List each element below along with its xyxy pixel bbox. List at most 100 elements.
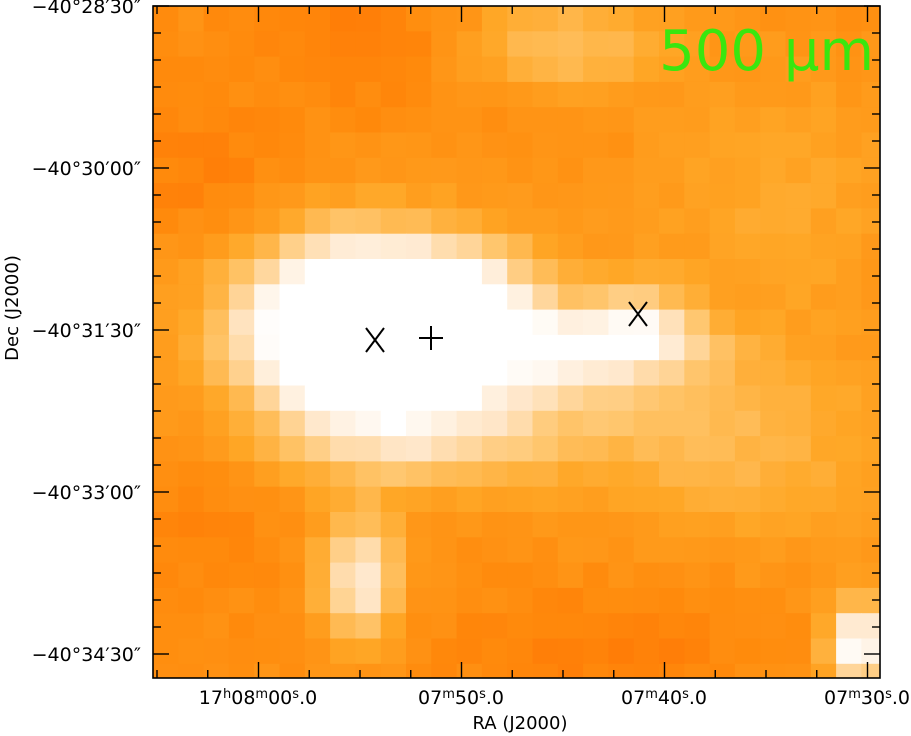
map-pixel	[659, 663, 685, 678]
map-pixel	[861, 562, 880, 589]
map-pixel	[557, 6, 584, 32]
map-pixel	[178, 436, 205, 462]
map-pixel	[228, 81, 255, 108]
map-pixel	[659, 436, 685, 462]
map-pixel	[583, 208, 609, 235]
map-pixel	[507, 107, 534, 134]
map-pixel	[532, 461, 559, 488]
map-pixel	[254, 638, 281, 665]
map-pixel	[760, 410, 787, 437]
map-pixel	[532, 208, 559, 235]
map-pixel	[481, 309, 508, 336]
map-pixel	[709, 183, 736, 209]
map-pixel	[153, 309, 179, 336]
map-pixel	[633, 31, 660, 58]
map-pixel	[583, 461, 609, 488]
map-pixel	[254, 233, 281, 260]
map-pixel	[355, 613, 382, 640]
map-pixel	[406, 486, 432, 513]
map-pixel	[279, 486, 306, 513]
map-pixel	[810, 436, 837, 462]
map-pixel	[861, 587, 880, 614]
map-pixel	[254, 183, 281, 209]
map-pixel	[557, 461, 584, 488]
map-pixel	[659, 613, 685, 640]
map-pixel	[228, 663, 255, 678]
map-pixel	[709, 31, 736, 58]
map-pixel	[481, 461, 508, 488]
map-pixel	[380, 157, 407, 184]
map-pixel	[228, 284, 255, 311]
map-pixel	[861, 512, 880, 538]
map-pixel	[760, 537, 787, 564]
map-pixel	[810, 6, 837, 32]
map-pixel	[228, 183, 255, 209]
ra-tick-label: 07m40s.0	[621, 687, 707, 709]
map-pixel	[785, 132, 812, 159]
map-pixel	[507, 284, 534, 311]
map-pixel	[810, 107, 837, 134]
map-pixel	[228, 334, 255, 361]
map-pixel	[734, 360, 761, 387]
map-pixel	[608, 309, 635, 336]
map-pixel	[608, 107, 635, 134]
map-pixel	[734, 107, 761, 134]
map-pixel	[178, 309, 205, 336]
map-pixel	[861, 208, 880, 235]
map-pixel	[785, 6, 812, 32]
map-pixel	[760, 587, 787, 614]
map-pixel	[861, 284, 880, 311]
map-pixel	[279, 284, 306, 311]
ra-tick-label: 17h08m00s.0	[199, 687, 317, 709]
map-pixel	[406, 157, 432, 184]
map-pixel	[583, 613, 609, 640]
map-pixel	[810, 259, 837, 285]
map-pixel	[254, 512, 281, 538]
map-pixel	[684, 183, 711, 209]
map-pixel	[355, 81, 382, 108]
map-pixel	[633, 56, 660, 83]
map-pixel	[304, 284, 331, 311]
map-pixel	[481, 360, 508, 387]
map-pixel	[153, 81, 179, 108]
dec-tick-labels: −40°28′30″ −40°30′00″ −40°31′30″ −40°33′00″…	[32, 0, 141, 666]
map-pixel	[355, 132, 382, 159]
map-pixel	[178, 56, 205, 83]
map-pixel	[330, 284, 356, 311]
map-pixel	[406, 385, 432, 412]
map-pixel	[456, 360, 483, 387]
map-pixel	[279, 562, 306, 589]
map-pixel	[608, 613, 635, 640]
map-pixel	[785, 183, 812, 209]
map-pixel	[153, 537, 179, 564]
map-pixel	[734, 6, 761, 32]
dec-tick-label: −40°30′00″	[32, 158, 141, 180]
map-pixel	[355, 436, 382, 462]
map-pixel	[785, 638, 812, 665]
map-pixel	[734, 259, 761, 285]
map-pixel	[355, 107, 382, 134]
map-pixel	[203, 208, 230, 235]
map-pixel	[406, 208, 432, 235]
map-pixel	[583, 284, 609, 311]
map-pixel	[406, 410, 432, 437]
map-pixel	[456, 486, 483, 513]
map-pixel	[330, 587, 356, 614]
map-pixel	[608, 385, 635, 412]
map-pixel	[608, 157, 635, 184]
map-pixel	[203, 56, 230, 83]
map-pixel	[355, 183, 382, 209]
map-pixel	[684, 512, 711, 538]
map-pixel	[836, 461, 862, 488]
map-pixel	[203, 638, 230, 665]
map-pixel	[406, 81, 432, 108]
map-pixel	[608, 587, 635, 614]
map-pixel	[456, 587, 483, 614]
map-pixel	[380, 385, 407, 412]
map-pixel	[355, 6, 382, 32]
map-pixel	[507, 587, 534, 614]
map-pixel	[481, 638, 508, 665]
map-pixel	[633, 410, 660, 437]
map-pixel	[507, 461, 534, 488]
map-pixel	[785, 56, 812, 83]
